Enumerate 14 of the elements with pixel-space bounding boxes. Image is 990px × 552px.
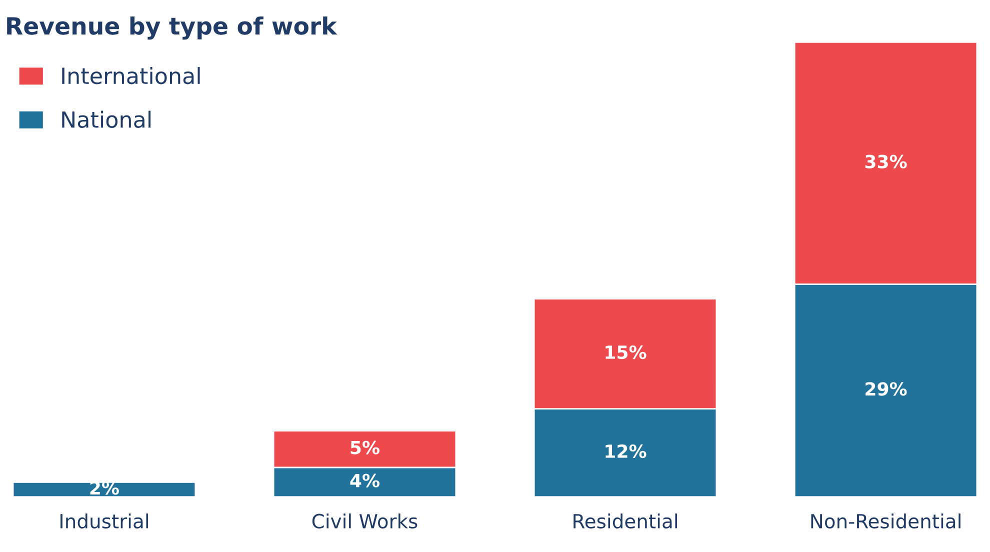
data-label: 33% [865, 154, 907, 168]
x-tick-label: Non-Residential [811, 513, 960, 529]
data-label: 12% [606, 444, 646, 458]
legend-label: National [62, 110, 151, 128]
data-label: 15% [606, 345, 646, 360]
data-label: 4% [350, 474, 380, 488]
x-tick-label: Industrial [60, 513, 148, 529]
legend-label: International [62, 67, 200, 84]
chart-title: Revenue by type of work [7, 16, 338, 40]
data-label: 5% [350, 440, 380, 454]
x-tick-label: Civil Works [312, 513, 418, 529]
bar [12, 481, 196, 497]
data-label: 29% [866, 382, 907, 396]
x-tick-label: Residential [574, 513, 677, 529]
